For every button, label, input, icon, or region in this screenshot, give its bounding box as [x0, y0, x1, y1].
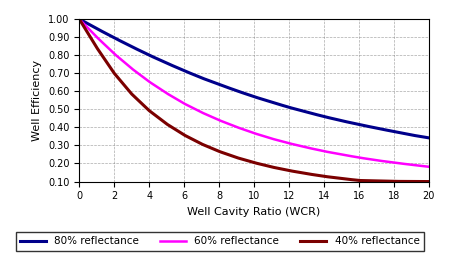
60% reflectance — [76, 17, 82, 21]
60% reflectance — [426, 165, 432, 168]
40% reflectance — [418, 180, 423, 183]
Legend: 80% reflectance, 60% reflectance, 40% reflectance: 80% reflectance, 60% reflectance, 40% re… — [16, 232, 423, 251]
80% reflectance — [284, 105, 290, 108]
80% reflectance — [363, 124, 369, 128]
Y-axis label: Well Efficiency: Well Efficiency — [32, 60, 42, 141]
Line: 60% reflectance: 60% reflectance — [79, 19, 429, 167]
80% reflectance — [245, 93, 250, 96]
60% reflectance — [418, 164, 423, 167]
X-axis label: Well Cavity Ratio (WCR): Well Cavity Ratio (WCR) — [187, 207, 321, 217]
60% reflectance — [266, 136, 271, 139]
80% reflectance — [243, 92, 248, 95]
40% reflectance — [76, 17, 82, 21]
80% reflectance — [76, 17, 82, 21]
80% reflectance — [426, 136, 432, 139]
60% reflectance — [284, 141, 290, 144]
40% reflectance — [245, 159, 250, 162]
60% reflectance — [245, 129, 250, 132]
40% reflectance — [363, 179, 369, 182]
Line: 40% reflectance: 40% reflectance — [79, 19, 429, 182]
40% reflectance — [243, 158, 248, 162]
40% reflectance — [284, 168, 290, 172]
80% reflectance — [418, 135, 423, 138]
40% reflectance — [266, 164, 271, 168]
40% reflectance — [426, 180, 432, 183]
60% reflectance — [243, 128, 248, 132]
Line: 80% reflectance: 80% reflectance — [79, 19, 429, 138]
60% reflectance — [363, 157, 369, 160]
80% reflectance — [266, 100, 271, 103]
